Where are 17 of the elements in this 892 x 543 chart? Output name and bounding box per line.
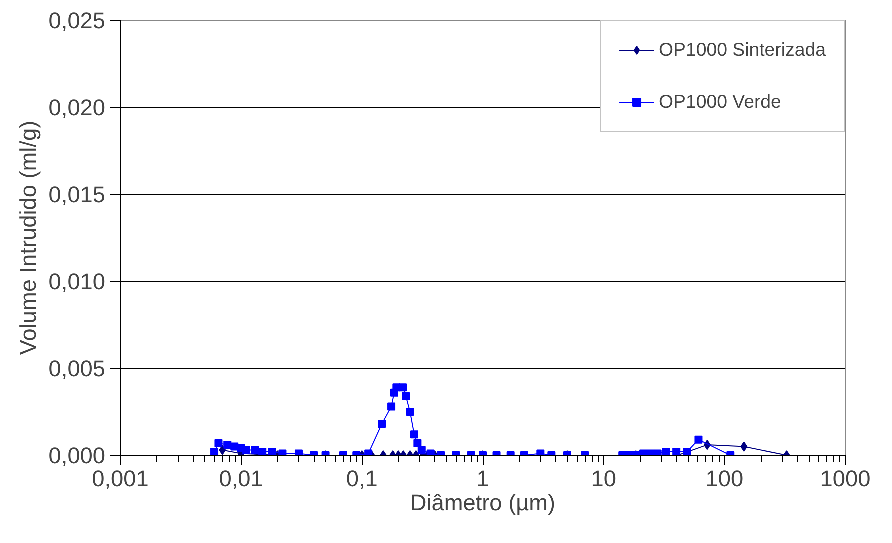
- x-tick-label: 100: [706, 466, 744, 492]
- legend-label: OP1000 Sinterizada: [659, 39, 826, 61]
- x-tick-label: 0,1: [346, 466, 378, 492]
- x-tick-label: 1: [476, 466, 490, 492]
- legend-label: OP1000 Verde: [659, 91, 782, 113]
- y-axis-title: Volume Intrudido (ml/g): [14, 120, 41, 356]
- y-tick-label: 0,020: [48, 94, 106, 120]
- y-tick-label: 0,015: [48, 182, 106, 208]
- y-tick-label: 0,025: [48, 8, 106, 34]
- y-tick-label: 0,000: [48, 442, 106, 468]
- x-tick-label: 10: [591, 466, 616, 492]
- x-tick-label: 0,001: [92, 466, 149, 492]
- x-tick-label: 0,01: [219, 466, 264, 492]
- y-tick-label: 0,005: [48, 356, 106, 382]
- x-tick-label: 1000: [820, 466, 871, 492]
- y-tick-label: 0,010: [48, 268, 106, 294]
- x-axis-title: Diâmetro (µm): [410, 490, 556, 516]
